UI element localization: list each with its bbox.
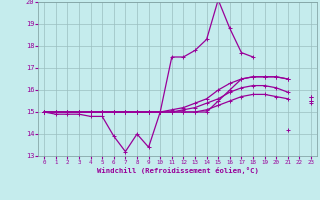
X-axis label: Windchill (Refroidissement éolien,°C): Windchill (Refroidissement éolien,°C) xyxy=(97,167,259,174)
